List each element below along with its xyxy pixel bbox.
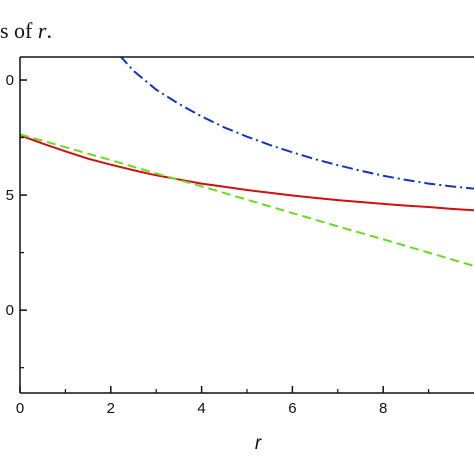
x-tick-label-0: 0 xyxy=(16,400,24,417)
y-tick-label: 0 xyxy=(6,302,14,319)
x-tick-label-6: 6 xyxy=(288,400,296,417)
x-tick-label-2: 2 xyxy=(107,400,115,417)
x-axis-title: r xyxy=(255,433,262,454)
y-tick-label: 5 xyxy=(6,187,14,204)
y-tick-label: 0 xyxy=(6,72,14,89)
figure-caption-fragment: s of r. xyxy=(0,18,52,44)
x-tick-label-4: 4 xyxy=(197,400,205,417)
series-line-3-dashdot xyxy=(119,57,474,190)
axes-layer: 024680505r xyxy=(6,56,474,454)
series-line-2-dash xyxy=(20,133,474,267)
x-tick-label-8: 8 xyxy=(379,400,387,417)
caption-suffix: . xyxy=(46,18,52,43)
caption-symbol: r xyxy=(37,18,47,43)
series-line-1-solid xyxy=(20,134,474,212)
caption-prefix: s of xyxy=(0,18,38,43)
series-layer xyxy=(20,57,474,267)
